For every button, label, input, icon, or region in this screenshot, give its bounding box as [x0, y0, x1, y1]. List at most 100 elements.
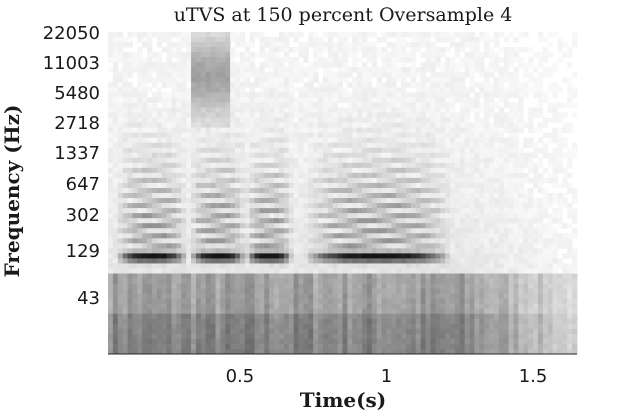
spectrogram-cell — [235, 228, 241, 234]
spectrogram-cell — [308, 67, 314, 73]
spectrogram-cell — [415, 203, 422, 209]
spectrogram-cell — [137, 333, 143, 340]
spectrogram-cell — [230, 92, 236, 98]
spectrogram-cell — [122, 263, 128, 269]
spectrogram-cell — [440, 278, 446, 284]
spectrogram-cell — [425, 122, 431, 128]
spectrogram-cell — [337, 193, 343, 199]
spectrogram-cell — [288, 328, 295, 335]
spectrogram-cell — [225, 87, 231, 93]
spectrogram-cell — [396, 92, 402, 98]
spectrogram-cell — [401, 333, 407, 340]
spectrogram-cell — [112, 323, 119, 330]
spectrogram-cell — [235, 62, 241, 68]
spectrogram-cell — [269, 162, 275, 169]
spectrogram-cell — [142, 177, 148, 184]
spectrogram-cell — [376, 152, 382, 159]
spectrogram-cell — [449, 258, 456, 264]
spectrogram-cell — [425, 318, 431, 325]
spectrogram-cell — [283, 223, 290, 229]
spectrogram-cell — [108, 32, 114, 38]
spectrogram-cell — [108, 132, 114, 139]
spectrogram-cell — [254, 233, 260, 239]
spectrogram-cell — [205, 343, 211, 350]
spectrogram-cell — [337, 52, 343, 58]
spectrogram-cell — [264, 303, 270, 310]
spectrogram-cell — [288, 288, 295, 295]
spectrogram-cell — [298, 162, 304, 169]
spectrogram-cell — [171, 147, 177, 154]
spectrogram-cell — [249, 167, 255, 174]
spectrogram-cell — [347, 243, 353, 249]
spectrogram-cell — [376, 132, 382, 139]
spectrogram-cell — [249, 218, 255, 224]
spectrogram-cell — [425, 57, 431, 63]
spectrogram-cell — [449, 268, 456, 274]
spectrogram-cell — [278, 253, 285, 259]
spectrogram-cell — [293, 127, 299, 134]
spectrogram-cell — [357, 177, 363, 184]
spectrogram-cell — [342, 152, 348, 159]
spectrogram-cell — [435, 348, 441, 355]
spectrogram-cell — [479, 213, 485, 219]
spectrogram-cell — [454, 288, 461, 295]
spectrogram-cell — [366, 263, 373, 269]
spectrogram-cell — [313, 253, 319, 259]
spectrogram-cell — [127, 112, 133, 118]
spectrogram-cell — [186, 233, 192, 239]
spectrogram-cell — [147, 72, 153, 78]
spectrogram-cell — [176, 253, 182, 259]
spectrogram-cell — [186, 313, 192, 320]
spectrogram-cell — [425, 147, 431, 154]
spectrogram-cell — [210, 92, 216, 98]
spectrogram-cell — [117, 147, 124, 154]
spectrogram-cell — [235, 182, 241, 189]
spectrogram-cell — [122, 343, 128, 350]
spectrogram-cell — [147, 102, 153, 108]
spectrogram-cell — [108, 182, 114, 189]
spectrogram-cell — [166, 223, 172, 229]
spectrogram-cell — [181, 263, 187, 269]
spectrogram-cell — [298, 218, 304, 224]
spectrogram-cell — [117, 77, 124, 83]
spectrogram-cell — [327, 323, 334, 330]
spectrogram-cell — [425, 198, 431, 204]
spectrogram-cell — [288, 62, 295, 68]
spectrogram-cell — [342, 263, 348, 269]
spectrogram-cell — [342, 112, 348, 118]
spectrogram-cell — [210, 198, 216, 204]
spectrogram-cell — [313, 127, 319, 134]
spectrogram-cell — [283, 132, 290, 139]
spectrogram-cell — [342, 298, 348, 305]
spectrogram-cell — [293, 152, 299, 159]
spectrogram-cell — [215, 157, 221, 164]
spectrogram-cell — [210, 57, 216, 63]
spectrogram-cell — [215, 273, 221, 279]
spectrogram-cell — [381, 97, 387, 103]
spectrogram-cell — [484, 213, 490, 219]
spectrogram-cell — [459, 137, 466, 144]
spectrogram-cell — [230, 333, 236, 340]
spectrogram-cell — [122, 333, 128, 340]
spectrogram-cell — [420, 82, 426, 88]
spectrogram-cell — [396, 67, 402, 73]
spectrogram-cell — [440, 308, 446, 315]
spectrogram-cell — [337, 112, 343, 118]
spectrogram-cell — [269, 102, 275, 108]
spectrogram-cell — [220, 273, 226, 279]
spectrogram-cell — [318, 308, 324, 315]
spectrogram-cell — [259, 102, 265, 108]
spectrogram-cell — [112, 308, 119, 315]
spectrogram-cell — [156, 52, 163, 58]
spectrogram-cell — [254, 228, 260, 234]
spectrogram-cell — [420, 318, 426, 325]
spectrogram-cell — [415, 208, 422, 214]
spectrogram-cell — [254, 213, 260, 219]
spectrogram-cell — [445, 32, 451, 38]
spectrogram-cell — [376, 187, 382, 194]
spectrogram-cell — [283, 313, 290, 320]
spectrogram-cell — [396, 117, 402, 123]
spectrogram-cell — [352, 147, 358, 154]
spectrogram-cell — [220, 157, 226, 164]
spectrogram-cell — [215, 323, 221, 330]
